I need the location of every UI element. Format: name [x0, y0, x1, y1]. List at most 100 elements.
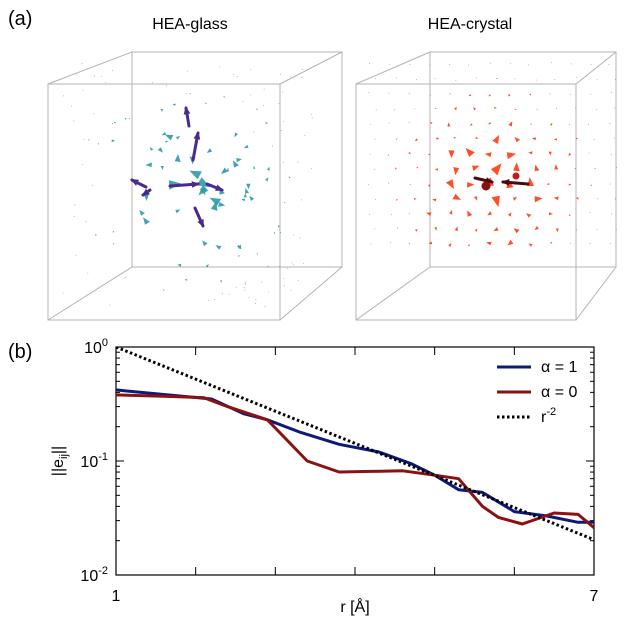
particle: [570, 242, 571, 244]
particle: [249, 69, 252, 70]
cube-front-face: [355, 83, 577, 321]
particle: [553, 138, 558, 141]
particle: [589, 242, 591, 244]
particle: [448, 243, 452, 247]
particle: [484, 152, 492, 158]
particle: [113, 243, 115, 245]
series-line-0: [116, 388, 594, 524]
crystal-displacement-arrows: [473, 172, 530, 191]
particle: [388, 122, 390, 124]
particle: [395, 167, 397, 170]
particle: [281, 91, 284, 93]
central-particle: [512, 172, 520, 180]
particle: [495, 78, 498, 80]
particle: [297, 161, 299, 164]
particle: [428, 241, 433, 245]
particle: [268, 291, 270, 293]
particle: [408, 213, 410, 214]
arrow-head: [193, 131, 201, 140]
particle: [218, 202, 226, 207]
particle: [97, 143, 99, 145]
particle: [374, 228, 376, 230]
particle: [375, 109, 377, 111]
particle: [301, 76, 303, 78]
particle: [614, 198, 616, 200]
particle: [575, 137, 579, 140]
particle: [81, 164, 84, 166]
particle: [587, 123, 589, 125]
particle: [157, 147, 163, 153]
y-tick-label: 10-1: [80, 451, 108, 471]
particle: [468, 93, 472, 97]
particle: [570, 93, 572, 96]
particle: [280, 130, 282, 131]
particle: [473, 196, 478, 201]
particle: [220, 280, 222, 283]
particle: [430, 121, 433, 125]
particle: [512, 196, 518, 201]
cube-back-face: [131, 51, 343, 268]
particle: [255, 303, 257, 305]
particle: [449, 210, 453, 215]
particle: [267, 166, 270, 171]
particle: [83, 139, 85, 140]
particle: [432, 198, 437, 202]
plot-area: [115, 346, 595, 576]
particle: [568, 183, 572, 186]
particle: [283, 285, 285, 287]
particle: [189, 170, 202, 180]
particle: [302, 262, 305, 264]
particle: [278, 103, 280, 105]
particle: [390, 214, 392, 215]
particle: [226, 167, 229, 172]
particle: [474, 228, 478, 232]
particle: [252, 131, 254, 133]
particle: [553, 196, 559, 201]
particle: [208, 300, 210, 302]
particle: [594, 139, 595, 141]
particle: [111, 70, 114, 71]
particle: [186, 92, 188, 94]
particle: [436, 137, 440, 140]
particle: [490, 163, 502, 176]
particle: [204, 102, 207, 105]
particle: [594, 167, 596, 170]
particle: [310, 113, 312, 115]
particle: [184, 278, 188, 281]
particle: [469, 123, 473, 126]
particle: [529, 93, 531, 96]
particle: [109, 304, 111, 306]
particle: [488, 122, 492, 125]
particle: [273, 232, 276, 235]
particle: [467, 182, 475, 188]
particle: [177, 263, 182, 267]
particle: [554, 164, 559, 170]
particle: [493, 227, 499, 231]
legend-label: α = 1: [541, 359, 577, 376]
y-tick-label: 10-2: [80, 565, 108, 585]
particle: [546, 183, 550, 185]
particle: [92, 113, 94, 115]
particle: [189, 92, 191, 95]
particle: [163, 289, 165, 291]
particle: [302, 68, 304, 70]
particle: [514, 78, 516, 80]
x-tick-label: 1: [112, 588, 121, 605]
particle: [290, 289, 292, 291]
particle: [428, 184, 431, 188]
particle: [589, 212, 591, 213]
particle: [396, 77, 398, 79]
particle: [445, 179, 455, 190]
particle: [218, 66, 221, 68]
particle: [554, 78, 556, 80]
particle: [465, 147, 475, 157]
right-title: HEA-crystal: [428, 16, 512, 33]
particle: [261, 281, 262, 283]
particle: [264, 306, 266, 308]
particle: [255, 299, 257, 301]
particle: [213, 298, 215, 301]
particle: [574, 167, 576, 170]
particle: [246, 183, 251, 190]
particle: [370, 123, 372, 125]
particle: [408, 92, 410, 94]
